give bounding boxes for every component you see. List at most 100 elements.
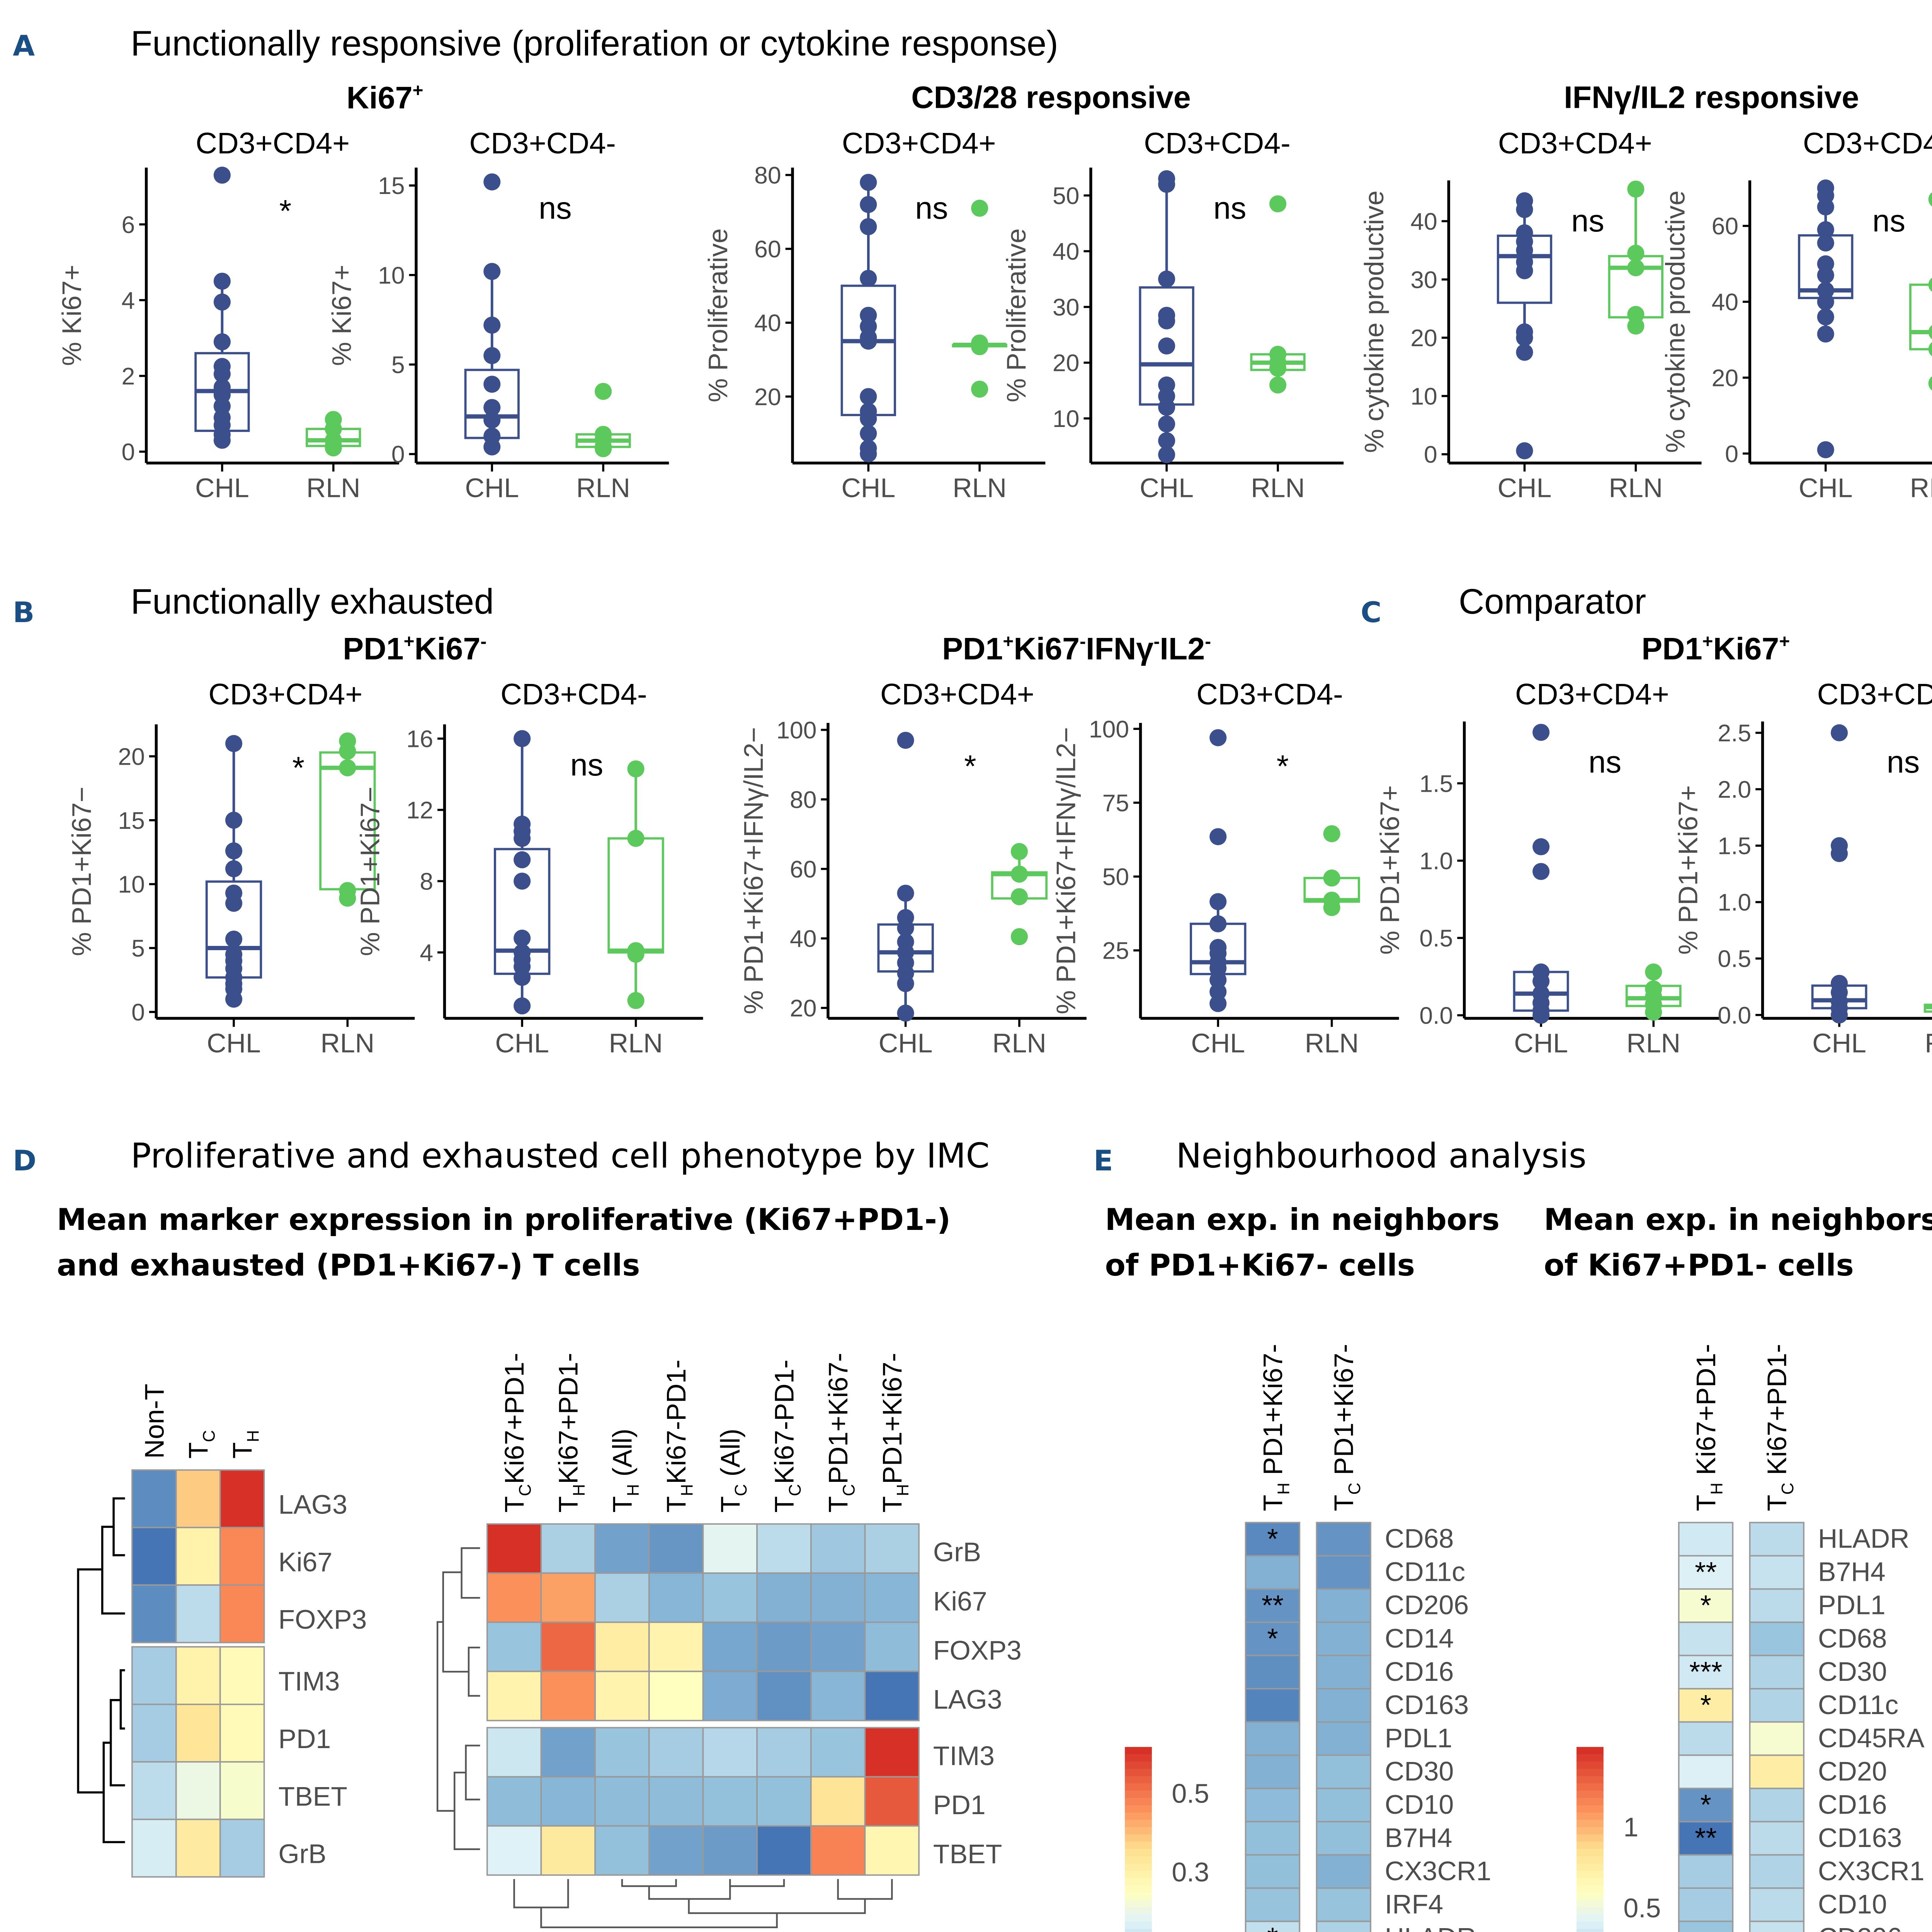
group-title-ki67: Ki67+ bbox=[347, 80, 423, 117]
label-sub: H bbox=[244, 1430, 263, 1442]
label-main: T bbox=[607, 1496, 637, 1513]
label-main: T bbox=[661, 1496, 691, 1513]
heatmap-cell bbox=[1678, 1821, 1734, 1856]
y-tick-label: 40 bbox=[754, 310, 781, 337]
heatmap-cell bbox=[1245, 1854, 1301, 1889]
row-label: CD68 bbox=[1385, 1524, 1454, 1554]
label-sub: H bbox=[1274, 1483, 1293, 1495]
colorbar-segment bbox=[1125, 1871, 1152, 1879]
heatmap-cell bbox=[131, 1818, 177, 1878]
data-point bbox=[1010, 888, 1028, 905]
data-point bbox=[1209, 995, 1227, 1012]
heatmap-cell bbox=[1749, 1688, 1804, 1723]
t: - bbox=[1080, 631, 1086, 652]
row-dendrogram-branch bbox=[119, 1669, 125, 1730]
data-point bbox=[971, 199, 988, 217]
data-point bbox=[225, 930, 243, 948]
y-axis-label: % cytokine productive bbox=[1359, 190, 1389, 453]
significance-label: * bbox=[293, 750, 304, 785]
data-point bbox=[1928, 192, 1932, 206]
data-point bbox=[627, 830, 645, 847]
significance-label: * bbox=[1267, 1623, 1278, 1654]
column-dendrogram-branch bbox=[621, 1879, 677, 1887]
subtitle-line: Mean exp. in neighbors bbox=[1544, 1203, 1932, 1237]
row-label: TIM3 bbox=[278, 1666, 340, 1696]
heatmap-D2: GrBKi67FOXP3LAG3TIM3PD1TBETTCKi67+PD1-TH… bbox=[436, 1353, 1022, 1929]
row-label: PDL1 bbox=[1385, 1723, 1452, 1753]
label-rest: Ki67+PD1- bbox=[1691, 1344, 1721, 1483]
heatmap-cell bbox=[648, 1776, 704, 1827]
data-point bbox=[514, 730, 531, 747]
data-point bbox=[225, 895, 243, 912]
data-point bbox=[1010, 843, 1028, 860]
data-point bbox=[860, 425, 877, 442]
heatmap-cell bbox=[1749, 1754, 1804, 1789]
y-tick-label: 0.0 bbox=[1718, 1002, 1751, 1029]
heatmap-cell bbox=[702, 1776, 758, 1827]
heatmap-cell bbox=[1245, 1754, 1301, 1789]
data-point bbox=[897, 884, 914, 902]
heatmap-cell bbox=[1678, 1621, 1734, 1656]
heatmap-cell bbox=[175, 1527, 221, 1586]
heatmap-cell bbox=[1245, 1655, 1301, 1690]
heatmap-cell bbox=[756, 1776, 812, 1827]
subplot-title: CD3+CD4+ bbox=[842, 127, 996, 160]
column-label: TC bbox=[183, 1430, 218, 1459]
heatmap-cell bbox=[648, 1572, 704, 1623]
data-point bbox=[860, 445, 877, 463]
colorbar-segment bbox=[1577, 1761, 1604, 1770]
row-dendrogram-branch bbox=[468, 1646, 480, 1697]
data-point bbox=[1627, 306, 1645, 323]
data-point bbox=[595, 440, 612, 457]
heatmap-cell bbox=[1316, 1588, 1371, 1623]
y-axis-label: % PD1+Ki67+ bbox=[1375, 785, 1405, 955]
x-tick-label: CHL bbox=[207, 1028, 261, 1058]
heatmap-cell bbox=[540, 1727, 596, 1778]
data-point bbox=[860, 218, 877, 235]
y-tick-label: 1.0 bbox=[1718, 889, 1751, 916]
data-point bbox=[225, 735, 243, 752]
row-label: CX3CR1 bbox=[1818, 1856, 1925, 1886]
significance-label: ns bbox=[1213, 191, 1246, 226]
row-label: HLADR bbox=[1385, 1922, 1476, 1932]
heatmap-cell bbox=[1245, 1588, 1301, 1623]
t: - bbox=[480, 631, 487, 652]
x-tick-label: CHL bbox=[1191, 1028, 1245, 1058]
data-point bbox=[514, 872, 531, 890]
label-sub: H bbox=[894, 1484, 912, 1496]
heatmap-cell bbox=[594, 1727, 650, 1778]
boxplot-A3: CD3+CD4+ 20 40 60 80 % Proliferative CHL RLN ns bbox=[703, 127, 1046, 503]
data-point bbox=[860, 388, 877, 405]
colorbar-segment bbox=[1125, 1776, 1152, 1784]
colorbar-segment bbox=[1125, 1922, 1152, 1930]
heatmap-cell bbox=[131, 1704, 177, 1763]
y-tick-label: 50 bbox=[1102, 864, 1129, 891]
row-label: CD163 bbox=[1818, 1823, 1902, 1853]
y-tick-label: 4 bbox=[420, 939, 433, 966]
data-point bbox=[483, 376, 501, 393]
column-label: TC (All) bbox=[715, 1429, 750, 1512]
y-tick-label: 0 bbox=[391, 441, 405, 468]
heatmap-cell bbox=[1678, 1920, 1734, 1932]
heatmap-cell bbox=[219, 1646, 265, 1705]
subtitle-line: Mean marker expression in proliferative … bbox=[57, 1203, 951, 1237]
significance-label: ** bbox=[1695, 1823, 1717, 1854]
x-tick-label: RLN bbox=[609, 1028, 663, 1058]
colorbar-segment bbox=[1125, 1820, 1152, 1828]
x-tick-label: RLN bbox=[1925, 1028, 1932, 1058]
row-label: CD20 bbox=[1818, 1756, 1887, 1786]
y-tick-label: 2.5 bbox=[1718, 720, 1751, 747]
box-rln bbox=[607, 837, 664, 954]
row-label: GrB bbox=[278, 1839, 326, 1869]
subplot-title: CD3+CD4- bbox=[1196, 678, 1343, 711]
data-point bbox=[1209, 828, 1227, 845]
boxplot-B3: CD3+CD4+ 20 40 60 80 100 % PD1+Ki67+IFNγ/IL2− C… bbox=[738, 678, 1087, 1058]
data-point bbox=[339, 743, 356, 760]
heatmap-cell bbox=[1245, 1920, 1301, 1932]
heatmap-cell bbox=[864, 1670, 920, 1721]
data-point bbox=[1158, 398, 1175, 416]
subplot-title: CD3+CD4+ bbox=[1515, 678, 1669, 711]
colorbar-segment bbox=[1125, 1856, 1152, 1864]
heatmap-cell bbox=[1749, 1621, 1804, 1656]
